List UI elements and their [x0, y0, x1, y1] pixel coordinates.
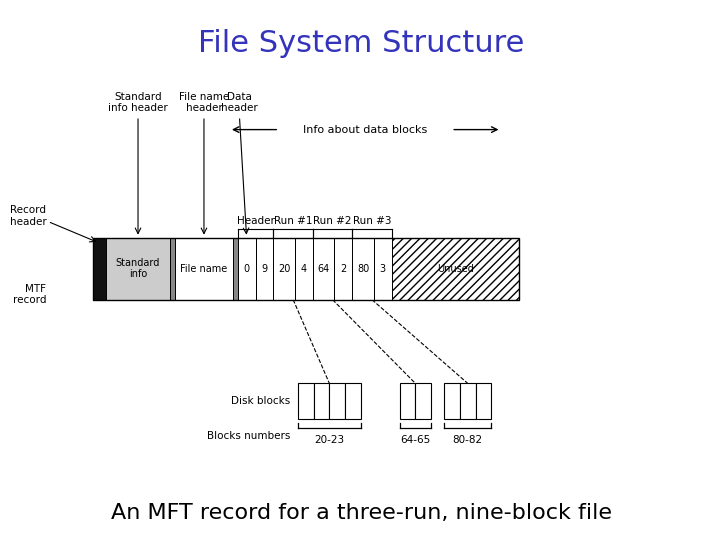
Bar [295, 238, 313, 300]
Text: 9: 9 [261, 264, 268, 274]
Text: Disk blocks: Disk blocks [231, 396, 291, 406]
Bar [313, 238, 334, 300]
Bar [233, 238, 238, 300]
Text: 4: 4 [301, 264, 307, 274]
Text: Data
header: Data header [221, 92, 258, 113]
Bar [238, 238, 256, 300]
Bar [274, 238, 295, 300]
Bar [400, 383, 415, 418]
Bar [460, 383, 476, 418]
Text: 80-82: 80-82 [453, 435, 483, 445]
Bar [444, 383, 460, 418]
Text: File name: File name [180, 264, 228, 274]
Bar [352, 238, 374, 300]
Text: Run #1: Run #1 [274, 215, 312, 226]
Bar [93, 238, 106, 300]
Text: Info about data blocks: Info about data blocks [303, 125, 428, 134]
Text: MTF
record: MTF record [13, 284, 46, 305]
Bar [106, 238, 170, 300]
Bar [476, 383, 491, 418]
Text: Standard
info: Standard info [116, 258, 161, 280]
Bar [329, 383, 345, 418]
Bar [415, 383, 431, 418]
Text: Unused: Unused [437, 264, 474, 274]
Text: 20: 20 [278, 264, 290, 274]
Bar [175, 238, 233, 300]
Text: Header: Header [237, 215, 274, 226]
Bar [170, 238, 175, 300]
Bar [334, 238, 352, 300]
Bar [392, 238, 519, 300]
Text: Run #3: Run #3 [353, 215, 391, 226]
Text: 64: 64 [318, 264, 330, 274]
Text: Blocks numbers: Blocks numbers [207, 431, 291, 441]
Bar [374, 238, 392, 300]
Text: File name
header: File name header [179, 92, 229, 113]
Text: 0: 0 [243, 264, 250, 274]
Text: 80: 80 [357, 264, 369, 274]
Bar [93, 238, 519, 300]
Text: 3: 3 [379, 264, 386, 274]
Bar [298, 383, 314, 418]
Text: 64-65: 64-65 [400, 435, 431, 445]
Bar [314, 383, 329, 418]
Text: 20-23: 20-23 [315, 435, 344, 445]
Text: An MFT record for a three-run, nine-block file: An MFT record for a three-run, nine-bloc… [111, 503, 612, 523]
Text: Run #2: Run #2 [313, 215, 352, 226]
Text: File System Structure: File System Structure [199, 29, 525, 58]
Text: Record
header: Record header [9, 205, 46, 227]
Bar [345, 383, 361, 418]
Bar [256, 238, 274, 300]
Text: 2: 2 [341, 264, 346, 274]
Text: Standard
info header: Standard info header [108, 92, 168, 113]
